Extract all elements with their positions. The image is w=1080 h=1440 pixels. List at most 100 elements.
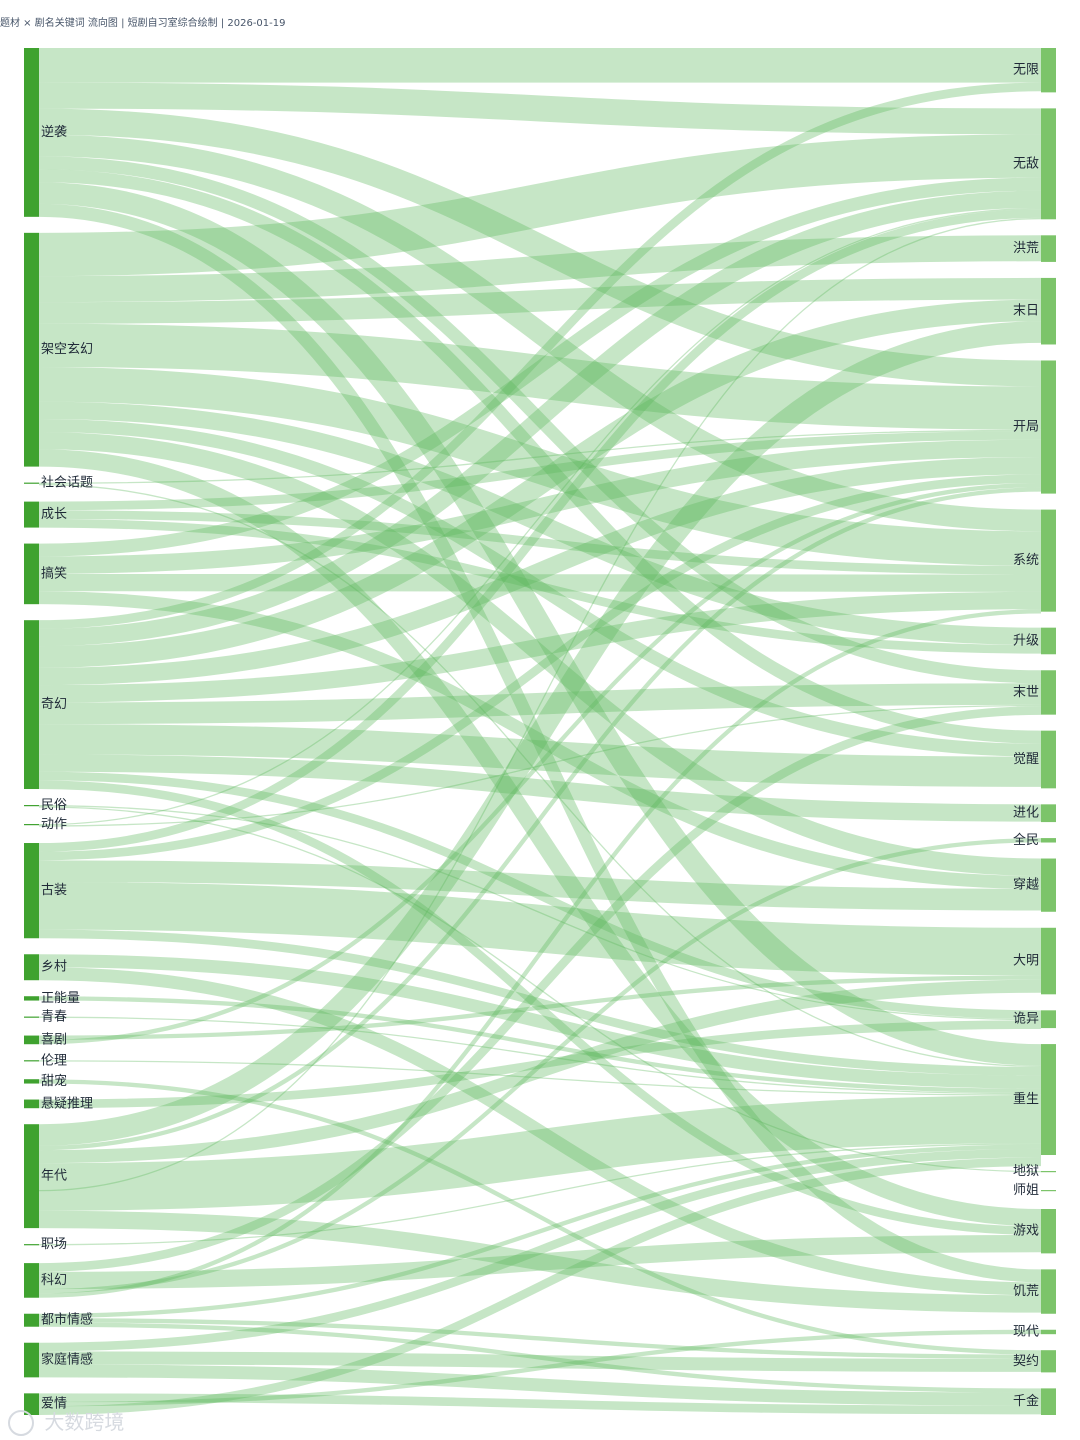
- left-node-label: 科幻: [41, 1273, 67, 1288]
- sankey-link: [38, 418, 1042, 757]
- left-node-label: 逆袭: [41, 124, 67, 140]
- right-node-label: 全民: [1013, 832, 1039, 848]
- sankey-link: [38, 134, 1042, 277]
- left-node-label: 架空玄幻: [41, 342, 93, 357]
- left-node-label: 都市情感: [41, 1312, 93, 1328]
- sankey-link: [38, 591, 1042, 703]
- left-node-label: 搞笑: [41, 565, 67, 581]
- sankey-link: [38, 706, 1042, 1272]
- left-node-label: 家庭情感: [41, 1352, 93, 1368]
- right-node: [1041, 670, 1056, 715]
- right-node: [1041, 509, 1056, 612]
- right-node: [1041, 1350, 1056, 1373]
- sankey-link: [38, 429, 1042, 484]
- left-node: [24, 1035, 39, 1045]
- sankey-link: [38, 996, 1042, 1093]
- right-node: [1041, 730, 1056, 789]
- right-node: [1041, 108, 1056, 220]
- sankey-link: [38, 209, 1042, 852]
- right-node: [1041, 1171, 1056, 1173]
- right-node: [1041, 235, 1056, 262]
- right-node: [1041, 1209, 1056, 1254]
- sankey-link: [38, 1079, 1042, 1355]
- left-node: [24, 824, 39, 826]
- sankey-link: [38, 431, 1042, 511]
- sankey-link: [38, 724, 1042, 787]
- left-node: [24, 1244, 39, 1246]
- right-node-label: 重生: [1013, 1091, 1039, 1107]
- sankey-link: [38, 449, 1042, 1227]
- right-node-label: 末世: [1013, 685, 1039, 700]
- left-node: [24, 543, 39, 605]
- sankey-link: [38, 321, 1042, 1146]
- sankey-link: [38, 954, 1042, 1089]
- right-node: [1041, 1329, 1056, 1335]
- left-node: [24, 843, 39, 939]
- sankey-link: [38, 881, 1042, 976]
- right-node-label: 洪荒: [1013, 241, 1039, 256]
- sankey-link: [38, 929, 1042, 1076]
- left-node-label: 成长: [41, 507, 67, 522]
- right-node: [1041, 48, 1056, 93]
- left-node-label: 乡村: [41, 960, 67, 975]
- sankey-link: [38, 156, 1042, 684]
- sankey-link: [38, 457, 1042, 686]
- left-node: [24, 1342, 39, 1378]
- right-node-label: 地狱: [1013, 1164, 1039, 1179]
- sankey-link: [38, 1144, 1042, 1319]
- left-node: [24, 1263, 39, 1298]
- right-node-label: 诡异: [1013, 1012, 1039, 1027]
- sankey-link: [38, 838, 1042, 1294]
- sankey-nodes: [24, 48, 1056, 1415]
- left-node-label: 职场: [41, 1237, 67, 1252]
- right-node-label: 饥荒: [1013, 1284, 1039, 1299]
- left-node: [24, 1313, 39, 1327]
- sankey-labels: 逆袭架空玄幻社会话题成长搞笑奇幻民俗动作古装乡村正能量青春喜剧伦理甜宠悬疑推理年…: [41, 63, 1039, 1412]
- right-node: [1041, 858, 1056, 912]
- left-node: [24, 501, 39, 528]
- right-node-label: 升级: [1013, 633, 1039, 648]
- sankey-link: [38, 1016, 1042, 1095]
- right-node: [1041, 804, 1056, 823]
- chart-caption: 题材 × 剧名关键词 流向图 | 短剧自习室综合绘制 | 2026-01-19: [0, 18, 286, 29]
- right-node: [1041, 1388, 1056, 1415]
- left-node-label: 伦理: [41, 1053, 67, 1068]
- right-node-label: 末日: [1013, 304, 1039, 319]
- left-node-label: 民俗: [41, 798, 67, 813]
- left-node-label: 青春: [41, 1010, 67, 1025]
- right-node: [1041, 1010, 1056, 1029]
- right-node-label: 开局: [1013, 420, 1039, 435]
- sankey-link: [38, 367, 1042, 566]
- sankey-link: [38, 518, 1042, 654]
- right-node-label: 进化: [1013, 806, 1039, 821]
- sankey-link: [38, 1351, 1042, 1372]
- left-node: [24, 1060, 39, 1062]
- left-node-label: 动作: [41, 817, 67, 832]
- left-node: [24, 1124, 39, 1229]
- sankey-link: [38, 177, 1042, 557]
- sankey-link: [38, 573, 1042, 592]
- right-node-label: 穿越: [1013, 877, 1039, 893]
- sankey-link: [38, 975, 1042, 1040]
- sankey-link: [38, 1234, 1042, 1290]
- watermark-logo-icon: [8, 1410, 34, 1436]
- right-node-label: 现代: [1013, 1324, 1039, 1339]
- right-node: [1041, 927, 1056, 995]
- left-node: [24, 805, 39, 807]
- left-node: [24, 1393, 39, 1415]
- left-node: [24, 48, 39, 217]
- sankey-link: [38, 780, 1042, 1235]
- right-node: [1041, 277, 1056, 345]
- sankey-link: [38, 967, 1042, 1296]
- sankey-links: [38, 47, 1042, 1415]
- left-node: [24, 954, 39, 981]
- sankey-link: [38, 217, 1042, 1192]
- right-node: [1041, 1044, 1056, 1156]
- sankey-link: [38, 591, 1042, 889]
- left-node-label: 正能量: [41, 991, 80, 1006]
- left-node-label: 喜剧: [41, 1032, 67, 1047]
- left-node: [24, 1099, 39, 1109]
- sankey-link: [38, 277, 1042, 324]
- sankey-link: [38, 431, 1042, 876]
